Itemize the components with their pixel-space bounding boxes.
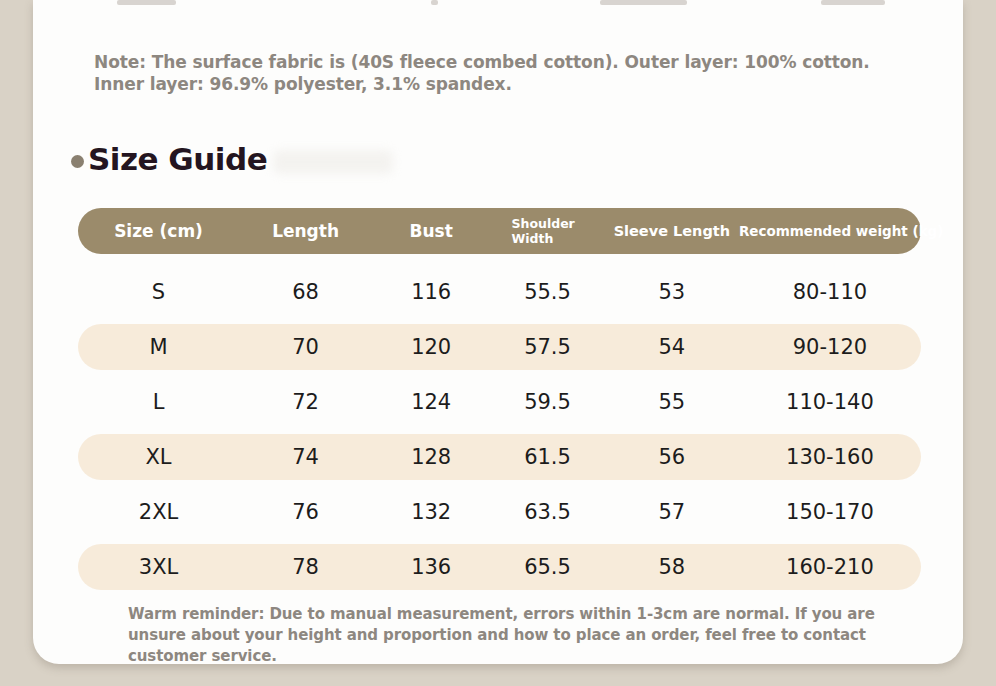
table-row-2xl: 2XL 76 132 63.5 57 150-170 [78,489,921,535]
cell-shoulder-width: 65.5 [490,555,605,579]
fabric-note: Note: The surface fabric is (40S fleece … [94,51,916,95]
cell-weight: 130-160 [739,445,921,469]
cell-size: L [78,390,239,414]
cell-length: 78 [239,555,372,579]
cell-weight: 110-140 [739,390,921,414]
column-header-bust: Bust [372,221,490,241]
table-row-3xl: 3XL 78 136 65.5 58 160-210 [78,544,921,590]
clipped-text-remnant [117,0,176,5]
cell-shoulder-width: 63.5 [490,500,605,524]
cell-sleeve-length: 58 [605,555,739,579]
cell-size: M [78,335,239,359]
cell-bust: 120 [372,335,490,359]
cell-shoulder-width: 61.5 [490,445,605,469]
section-title: Size Guide [88,141,267,177]
column-header-weight: Recommended weight (kg) [739,223,921,239]
cell-bust: 132 [372,500,490,524]
table-row-m: M 70 120 57.5 54 90-120 [78,324,921,370]
table-row-s: S 68 116 55.5 53 80-110 [78,269,921,315]
table-header-row: Size (cm) Length Bust Shoulder Width Sle… [78,208,921,254]
column-header-shoulder-width: Shoulder Width [490,216,605,246]
cell-bust: 116 [372,280,490,304]
cell-shoulder-width: 57.5 [490,335,605,359]
column-header-length: Length [239,221,372,241]
cell-length: 74 [239,445,372,469]
column-header-sleeve-length: Sleeve Length [605,223,739,239]
clipped-text-remnant [431,0,438,5]
cell-weight: 90-120 [739,335,921,359]
cell-sleeve-length: 56 [605,445,739,469]
cell-sleeve-length: 53 [605,280,739,304]
cell-length: 70 [239,335,372,359]
cell-sleeve-length: 54 [605,335,739,359]
size-guide-table: Size (cm) Length Bust Shoulder Width Sle… [78,208,921,590]
cell-size: 3XL [78,555,239,579]
clipped-text-remnant [821,0,885,5]
cell-sleeve-length: 57 [605,500,739,524]
table-row-l: L 72 124 59.5 55 110-140 [78,379,921,425]
product-info-card: Note: The surface fabric is (40S fleece … [33,0,963,664]
clipped-text-remnant [600,0,687,5]
cell-shoulder-width: 55.5 [490,280,605,304]
section-heading: Size Guide [71,141,267,177]
cell-size: XL [78,445,239,469]
cell-weight: 80-110 [739,280,921,304]
table-row-xl: XL 74 128 61.5 56 130-160 [78,434,921,480]
product-detail-page: { "note": { "text": "Note: The surface f… [0,0,996,686]
warm-reminder: Warm reminder: Due to manual measurement… [128,604,928,667]
cell-length: 68 [239,280,372,304]
cell-bust: 136 [372,555,490,579]
cell-sleeve-length: 55 [605,390,739,414]
cell-bust: 124 [372,390,490,414]
cell-shoulder-width: 59.5 [490,390,605,414]
cell-length: 76 [239,500,372,524]
cell-weight: 150-170 [739,500,921,524]
cell-size: 2XL [78,500,239,524]
cell-length: 72 [239,390,372,414]
cell-size: S [78,280,239,304]
faded-watermark [273,150,393,174]
cell-weight: 160-210 [739,555,921,579]
column-header-size: Size (cm) [78,221,239,241]
bullet-icon [71,155,84,168]
table-body: S 68 116 55.5 53 80-110 M 70 120 57.5 54… [78,269,921,590]
cell-bust: 128 [372,445,490,469]
